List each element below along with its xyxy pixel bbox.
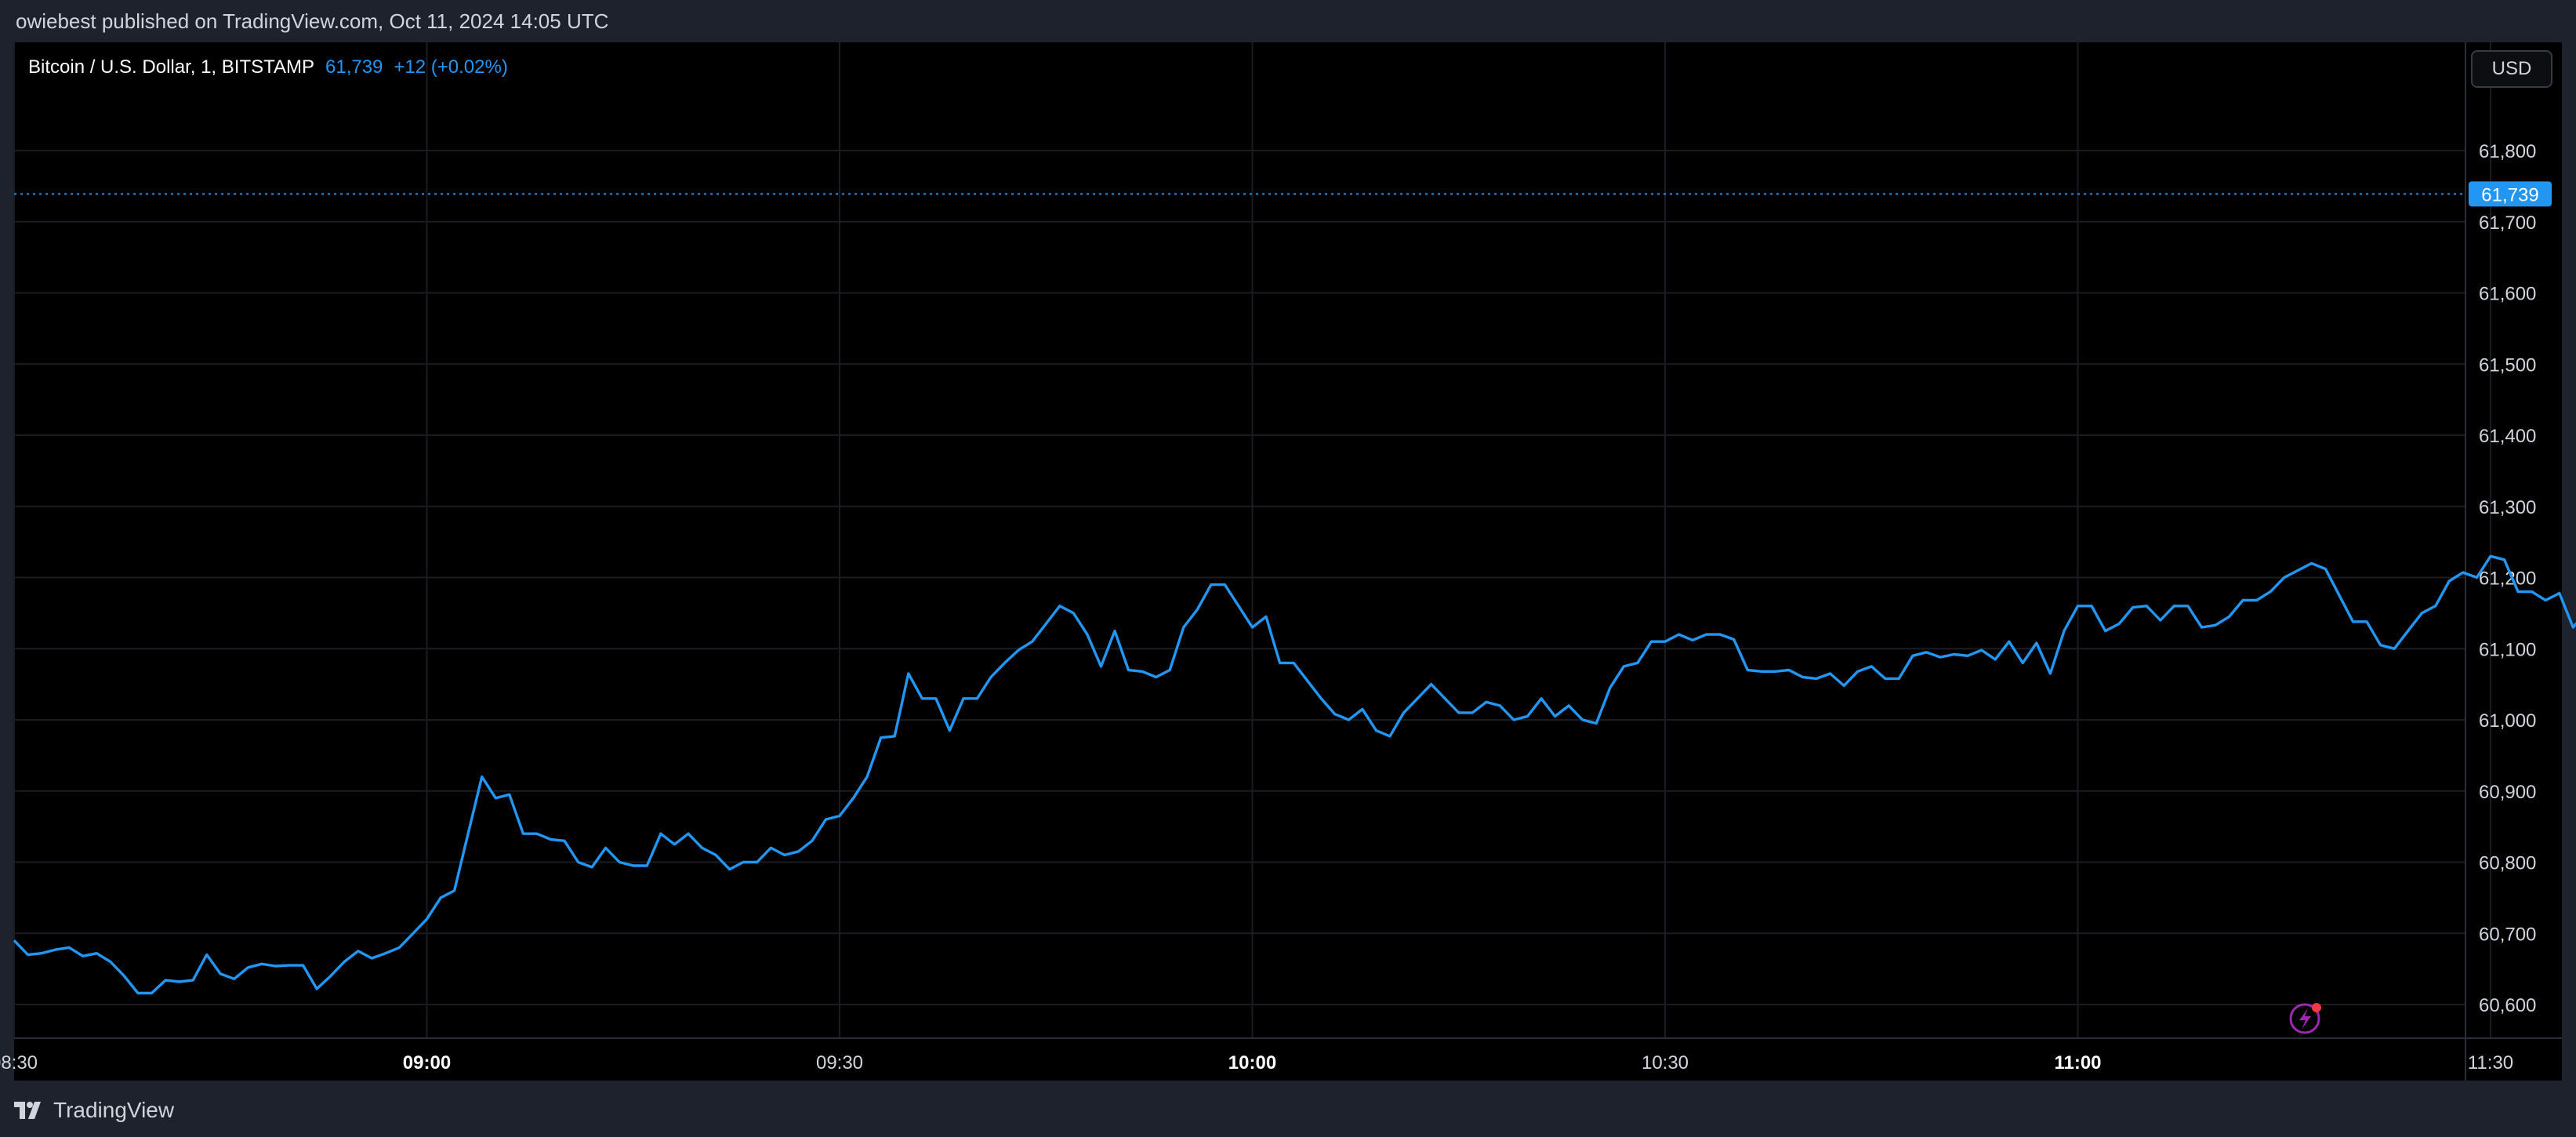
x-tick-label: 11:30 xyxy=(2468,1052,2513,1073)
currency-button[interactable]: USD xyxy=(2471,50,2552,88)
chart-area[interactable] xyxy=(14,42,2562,1081)
y-tick-label: 61,100 xyxy=(2479,639,2536,660)
legend-change: +12 (+0.02%) xyxy=(394,56,507,78)
legend-price: 61,739 xyxy=(325,56,383,78)
y-tick-label: 61,500 xyxy=(2479,354,2536,376)
header-bar: owiebest published on TradingView.com, O… xyxy=(0,0,2576,42)
notification-dot xyxy=(2312,1003,2321,1012)
last-price-badge-label: 61,739 xyxy=(2481,184,2538,205)
y-tick-label: 60,700 xyxy=(2479,924,2536,945)
y-tick-label: 60,800 xyxy=(2479,853,2536,874)
y-tick-label: 60,900 xyxy=(2479,782,2536,803)
y-tick-label: 61,000 xyxy=(2479,710,2536,732)
x-tick-label: 08:30 xyxy=(0,1052,38,1073)
x-tick-label: 09:00 xyxy=(403,1052,451,1073)
y-tick-label: 61,700 xyxy=(2479,213,2536,234)
y-tick-label: 61,600 xyxy=(2479,284,2536,305)
x-tick-label: 09:30 xyxy=(816,1052,863,1073)
lightning-ring xyxy=(2289,1003,2320,1034)
y-tick-label: 60,600 xyxy=(2479,995,2536,1016)
y-tick-label: 61,300 xyxy=(2479,497,2536,518)
publish-info: owiebest published on TradingView.com, O… xyxy=(16,9,609,33)
x-tick-label: 10:30 xyxy=(1642,1052,1689,1073)
last-price-badge xyxy=(2469,181,2552,207)
time-axis: 08:3009:0009:3010:0010:3011:0011:3012:00… xyxy=(0,1052,2513,1073)
x-tick-label: 10:00 xyxy=(1228,1052,1276,1073)
legend-symbol[interactable]: Bitcoin / U.S. Dollar, 1, BITSTAMP xyxy=(28,56,314,78)
brand-name: TradingView xyxy=(53,1098,175,1122)
x-tick-label: 11:00 xyxy=(2054,1052,2101,1073)
y-tick-label: 61,200 xyxy=(2479,568,2536,590)
price-series-line xyxy=(13,554,2576,995)
tradingview-logo-icon xyxy=(14,1102,41,1119)
lightning-bolt xyxy=(2299,1008,2311,1030)
y-tick-label: 61,400 xyxy=(2479,426,2536,447)
price-axis: 60,600 60,700 60,800 60,900 61,000 61,100 61,2… xyxy=(2479,141,2536,1016)
footer-bar xyxy=(0,1081,2576,1137)
y-tick-label: 61,800 xyxy=(2479,141,2536,162)
grid xyxy=(13,42,2491,1038)
brand[interactable]: TradingView xyxy=(14,1095,174,1126)
lightning-icon[interactable] xyxy=(2289,1003,2321,1034)
